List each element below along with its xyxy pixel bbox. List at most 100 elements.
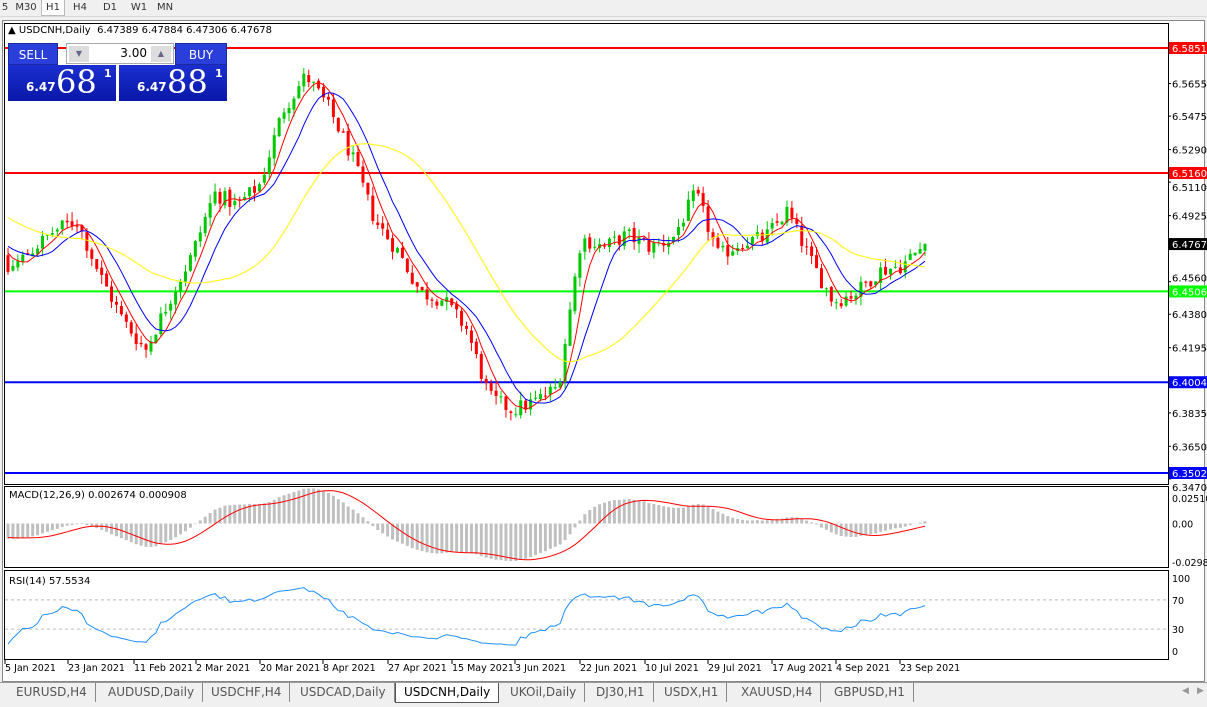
macd-histogram-bar: [484, 523, 488, 558]
increase-lot-icon[interactable]: ▲: [151, 46, 171, 62]
candle-body: [548, 386, 552, 395]
macd-histogram-bar: [11, 523, 15, 540]
lot-size-input[interactable]: ▼ 3.00 ▲: [66, 43, 174, 64]
macd-histogram-bar: [790, 517, 794, 524]
sell-price[interactable]: 6.47 68 1: [8, 63, 116, 101]
candle-body: [11, 265, 15, 271]
timeframe-m15[interactable]: 5: [1, 2, 9, 13]
macd-histogram-bar: [662, 506, 666, 524]
tab-usdcnh-daily[interactable]: USDCNH,Daily: [395, 683, 500, 703]
candle-body: [864, 281, 868, 283]
current-price-tag: [1169, 238, 1207, 251]
macd-histogram-bar: [164, 523, 168, 543]
candle-body: [218, 191, 222, 204]
candle-body: [262, 174, 266, 183]
candle-body: [529, 399, 533, 410]
macd-histogram-bar: [874, 523, 878, 534]
timeframe-h1[interactable]: H1: [41, 0, 65, 16]
candle-body: [755, 232, 759, 237]
tab-usdcad-daily[interactable]: USDCAD,Daily: [292, 683, 395, 702]
macd-histogram-bar: [775, 518, 779, 524]
candle-body: [272, 135, 276, 159]
buy-price[interactable]: 6.47 88 1: [119, 63, 227, 101]
candle-body: [504, 396, 508, 410]
macd-histogram-bar: [834, 523, 838, 535]
price-axis-label: 6.49250: [1172, 212, 1207, 223]
macd-histogram-bar: [543, 523, 547, 552]
candle-body: [45, 234, 49, 236]
sell-price-fraction: 1: [104, 67, 112, 80]
candle-body: [213, 191, 217, 204]
sell-price-pips: 68: [56, 63, 97, 101]
timeframe-toolbar: 5 M30 H1 H4 D1 W1 MN: [0, 0, 1207, 17]
macd-histogram-bar: [70, 523, 74, 525]
candle-body: [391, 238, 395, 252]
tab-usdchf-h4[interactable]: USDCHF,H4: [203, 683, 291, 702]
timeframe-h4[interactable]: H4: [73, 2, 87, 13]
candle-body: [612, 236, 616, 238]
candle-body: [326, 96, 330, 100]
macd-histogram-bar: [31, 523, 35, 537]
candle-body: [346, 130, 350, 156]
candle-body: [627, 229, 631, 232]
macd-histogram-bar: [509, 523, 513, 562]
date-axis-label: 15 May 2021: [452, 663, 514, 674]
macd-histogram-bar: [238, 504, 242, 524]
candle-body: [854, 295, 858, 300]
candle-body: [859, 281, 863, 297]
macd-histogram-bar: [780, 518, 784, 524]
candle-body: [124, 314, 128, 322]
macd-histogram-bar: [144, 523, 148, 547]
macd-histogram-bar: [361, 517, 365, 524]
candle-body: [652, 242, 656, 253]
tab-usdx-h1[interactable]: USDX,H1: [656, 683, 728, 702]
tab-eurusd-h4[interactable]: EURUSD,H4: [8, 683, 96, 702]
timeframe-m30[interactable]: M30: [15, 2, 37, 13]
macd-label: MACD(12,26,9) 0.002674 0.000908: [9, 490, 187, 501]
buy-button[interactable]: BUY: [175, 43, 227, 65]
candle-body: [543, 395, 547, 397]
macd-histogram-bar: [844, 523, 848, 537]
candle-body: [494, 390, 498, 396]
candle-body: [119, 306, 123, 315]
timeframe-d1[interactable]: D1: [102, 2, 118, 13]
candle-body: [134, 333, 138, 345]
sell-price-prefix: 6.47: [26, 80, 56, 94]
candle-body: [849, 296, 853, 299]
macd-histogram-bar: [188, 523, 192, 528]
macd-histogram-bar: [583, 514, 587, 524]
timeframe-mn[interactable]: MN: [156, 2, 174, 13]
candle-body: [923, 244, 927, 251]
tab-dj30-h1[interactable]: DJ30,H1: [588, 683, 654, 702]
sell-button[interactable]: SELL: [8, 43, 58, 65]
tab-gbpusd-h1[interactable]: GBPUSD,H1: [826, 683, 914, 702]
candle-body: [208, 203, 212, 218]
scroll-right-icon[interactable]: ▶: [1197, 686, 1204, 696]
candle-body: [509, 411, 513, 413]
macd-histogram-bar: [903, 523, 907, 527]
decrease-lot-icon[interactable]: ▼: [69, 46, 89, 62]
tab-audusd-daily[interactable]: AUDUSD,Daily: [100, 683, 204, 702]
candle-body: [361, 166, 365, 183]
macd-histogram-bar: [499, 523, 503, 561]
tab-xauusd-h4[interactable]: XAUUSD,H4: [733, 683, 822, 702]
timeframe-w1[interactable]: W1: [130, 2, 148, 13]
candle-body: [465, 325, 468, 329]
candle-body: [524, 400, 528, 410]
tab-ukoil-daily[interactable]: UKOil,Daily: [502, 683, 586, 702]
buy-price-fraction: 1: [215, 67, 223, 80]
candle-body: [607, 238, 611, 248]
candle-body: [395, 248, 399, 253]
candle-body: [800, 225, 804, 247]
macd-histogram-bar: [341, 502, 345, 524]
candle-body: [164, 311, 168, 314]
candle-body: [376, 222, 380, 226]
lot-value: 3.00: [120, 46, 147, 60]
macd-histogram-bar: [573, 523, 577, 528]
macd-histogram-bar: [277, 497, 281, 524]
candle-body: [95, 259, 99, 269]
chart-window: [2, 20, 1205, 682]
candle-body: [750, 237, 754, 245]
scroll-left-icon[interactable]: ◀: [1182, 686, 1189, 696]
